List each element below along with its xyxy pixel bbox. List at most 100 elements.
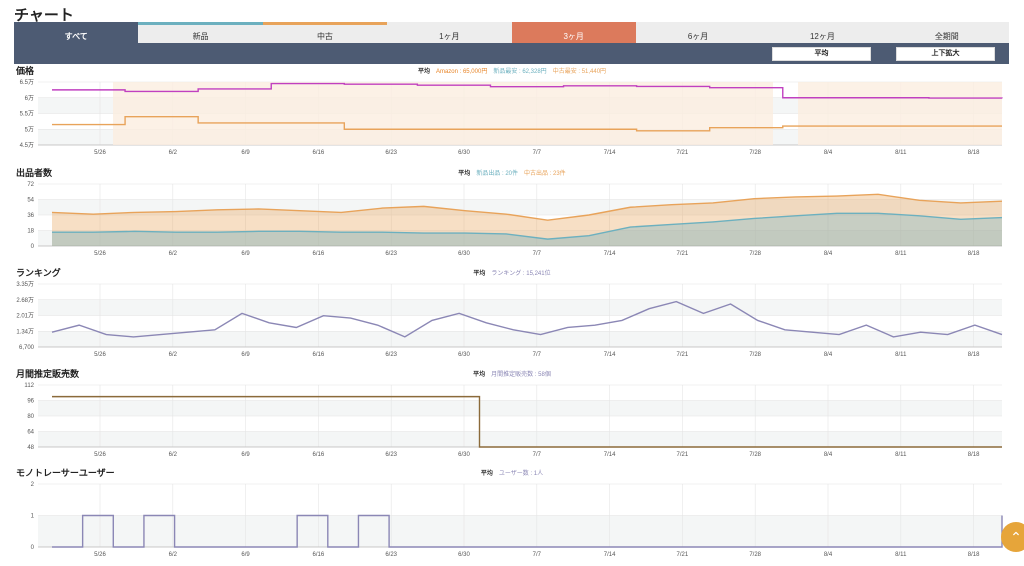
y-tick-label: 5.5万 <box>20 111 34 118</box>
chart-title: 出品者数 <box>16 168 53 178</box>
x-tick-label: 7/28 <box>749 251 761 257</box>
y-tick-label: 2.68万 <box>16 297 34 304</box>
chart-legend: 平均 Amazon : 65,000円 新品最安 : 62,328円 中古最安 : 5… <box>0 66 1024 75</box>
x-tick-label: 6/23 <box>385 150 397 156</box>
x-tick-label: 8/11 <box>895 552 907 558</box>
x-tick-label: 8/11 <box>895 352 907 358</box>
y-tick-label: 1 <box>31 514 35 520</box>
x-tick-label: 5/26 <box>94 352 106 358</box>
tab-new[interactable]: 新品 <box>138 22 263 43</box>
x-tick-label: 6/2 <box>169 452 178 458</box>
x-tick-label: 6/9 <box>241 251 250 257</box>
tab-12-months[interactable]: 12ヶ月 <box>760 22 885 43</box>
x-tick-label: 6/9 <box>241 452 250 458</box>
legend-prefix: 平均 <box>473 271 486 277</box>
y-tick-label: 1.34万 <box>16 328 34 335</box>
legend-item: ユーザー数 : 1人 <box>498 471 544 477</box>
x-tick-label: 7/7 <box>533 452 542 458</box>
y-tick-label: 0 <box>31 244 35 250</box>
x-tick-label: 8/18 <box>968 352 980 358</box>
legend-prefix: 平均 <box>458 171 471 177</box>
chart-title: ランキング <box>16 268 61 278</box>
chart-title: 月間推定販売数 <box>16 369 80 379</box>
chart-legend: 平均 ランキング : 15,241位 <box>0 268 1024 277</box>
x-tick-label: 6/2 <box>169 251 178 257</box>
grid-band <box>38 331 1002 347</box>
x-tick-label: 6/16 <box>313 352 325 358</box>
y-tick-label: 112 <box>24 383 34 389</box>
series-line <box>52 395 1002 448</box>
y-tick-label: 5万 <box>25 126 34 133</box>
x-tick-label: 8/18 <box>968 552 980 558</box>
x-tick-label: 7/14 <box>604 352 616 358</box>
x-tick-label: 6/23 <box>385 452 397 458</box>
grid-band <box>38 230 1002 246</box>
chart-panel: モノトレーサーユーザー 平均 ユーザー数 : 1人 2 1 0 5/26 6/2 6/9 6/16… <box>0 466 1024 561</box>
series-line <box>51 193 1003 221</box>
scroll-top-button[interactable]: ⌃ <box>1001 522 1024 552</box>
y-tick-label: 18 <box>27 229 34 235</box>
chart-title: 価格 <box>16 66 35 76</box>
x-tick-label: 6/2 <box>169 150 178 156</box>
x-tick-label: 7/14 <box>604 452 616 458</box>
x-tick-label: 6/9 <box>241 150 250 156</box>
x-tick-label: 8/4 <box>824 452 833 458</box>
x-tick-label: 5/26 <box>94 150 106 156</box>
tab-all[interactable]: すべて <box>14 22 139 43</box>
x-tick-label: 7/7 <box>533 352 542 358</box>
x-tick-label: 6/2 <box>169 552 178 558</box>
average-button[interactable]: 平均 <box>772 47 871 61</box>
y-tick-label: 96 <box>27 399 34 405</box>
x-tick-label: 8/4 <box>824 251 833 257</box>
tab-3-months[interactable]: 3ヶ月 <box>511 22 636 43</box>
x-tick-label: 8/4 <box>824 150 833 156</box>
x-tick-label: 8/18 <box>968 251 980 257</box>
chart-legend: 平均 月間推定販売数 : 58個 <box>0 369 1024 378</box>
tab-used[interactable]: 中古 <box>262 22 388 43</box>
grid-band <box>38 431 1002 447</box>
tab-6-months[interactable]: 6ヶ月 <box>635 22 761 43</box>
series-line <box>52 82 1003 99</box>
chart-panel: 月間推定販売数 平均 月間推定販売数 : 58個 112 96 80 64 48 5/26 6/2… <box>0 367 1024 461</box>
y-tick-label: 2 <box>31 482 35 488</box>
tab-1-month[interactable]: 1ヶ月 <box>387 22 512 43</box>
x-tick-label: 7/21 <box>677 552 689 558</box>
zoom-button[interactable]: 上下拡大 <box>896 47 995 61</box>
legend-prefix: 平均 <box>480 471 493 477</box>
x-tick-label: 7/14 <box>604 552 616 558</box>
x-tick-label: 6/23 <box>385 251 397 257</box>
range-tab-bar: すべて 新品 中古 1ヶ月 3ヶ月 6ヶ月 12ヶ月 全期間 平均 上下拡大 <box>14 22 1009 64</box>
x-tick-label: 6/30 <box>458 150 470 156</box>
y-tick-label: 6,700 <box>19 345 35 351</box>
x-tick-label: 5/26 <box>94 552 106 558</box>
legend-item: ランキング : 15,241位 <box>491 271 551 277</box>
tab-all-period[interactable]: 全期間 <box>884 22 1009 43</box>
chart-svg: 6.5万 6万 5.5万 5万 4.5万 5/26 6/2 6/9 6/16 6/23 6/30 7/… <box>20 79 1003 156</box>
x-tick-label: 7/14 <box>604 251 616 257</box>
x-tick-label: 6/23 <box>385 352 397 358</box>
y-tick-label: 0 <box>31 545 35 551</box>
x-tick-label: 6/16 <box>313 150 325 156</box>
x-tick-label: 6/16 <box>313 452 325 458</box>
legend-prefix: 平均 <box>417 69 430 75</box>
x-tick-label: 6/2 <box>169 352 178 358</box>
x-tick-label: 6/30 <box>458 352 470 358</box>
y-tick-label: 2.01万 <box>16 313 34 320</box>
grid-band <box>38 199 1002 215</box>
y-tick-label: 6万 <box>25 95 34 102</box>
x-tick-label: 7/21 <box>677 452 689 458</box>
chart-svg: 112 96 80 64 48 5/26 6/2 6/9 6/16 6/23 6/30 7/7 7/14… <box>24 383 1002 458</box>
x-tick-label: 6/23 <box>385 552 397 558</box>
chart-legend: 平均 新品出品 : 20件 中古出品 : 23件 <box>0 168 1024 177</box>
series-area <box>52 213 1002 246</box>
chart-svg: 3.35万 2.68万 2.01万 1.34万 6,700 5/26 6/2 6/9 6/16 6… <box>16 281 1003 358</box>
x-tick-label: 7/21 <box>677 150 689 156</box>
y-tick-label: 72 <box>27 182 34 188</box>
chart-legend: 平均 ユーザー数 : 1人 <box>0 468 1024 477</box>
grid-band <box>38 400 1002 416</box>
legend-item: 新品最安 : 62,328円 <box>493 69 547 75</box>
x-tick-label: 7/28 <box>749 150 761 156</box>
x-tick-label: 6/9 <box>241 552 250 558</box>
series-line <box>52 514 1003 548</box>
series-line <box>51 300 1003 338</box>
